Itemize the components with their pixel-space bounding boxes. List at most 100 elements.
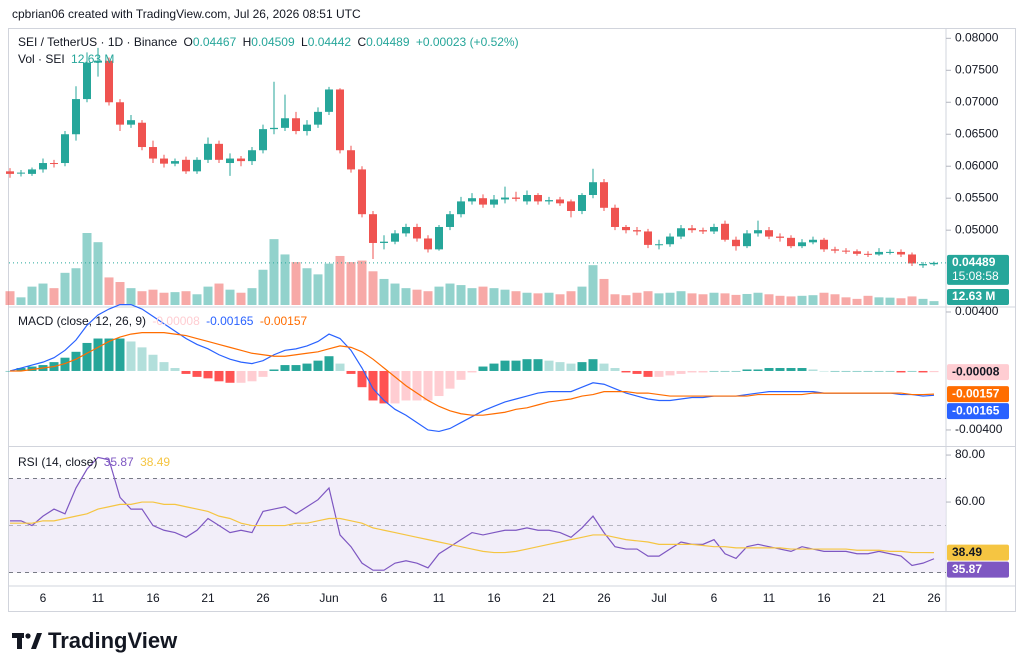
candle-body: [193, 159, 201, 172]
histogram-bar: [687, 370, 697, 373]
histogram-bar: [896, 370, 906, 373]
brand-name: TradingView: [48, 628, 178, 653]
change: +0.00023 (+0.52%): [415, 35, 519, 49]
volume-bar: [797, 295, 807, 305]
histogram-bar: [753, 369, 763, 371]
volume-bar: [423, 291, 433, 305]
candle-body: [358, 169, 366, 215]
volume-bar: [566, 291, 576, 305]
histogram-bar: [247, 370, 257, 382]
histogram-bar: [621, 370, 631, 373]
x-tick-label: 26: [256, 591, 270, 605]
histogram-bar: [324, 356, 334, 371]
histogram-bar: [610, 368, 620, 371]
candle-body: [237, 158, 245, 162]
candle-body: [864, 253, 872, 255]
histogram-bar: [335, 363, 345, 371]
ohlc-value: 0.04442: [307, 35, 352, 49]
volume-bar: [203, 286, 213, 305]
candle-body: [908, 254, 916, 264]
rsi-band: [9, 478, 946, 573]
macd-legend: MACD (close, 12, 26, 9) -0.00008 -0.0016…: [18, 314, 310, 328]
volume-bar: [280, 254, 290, 305]
candle-body: [787, 237, 795, 247]
histogram-bar: [786, 368, 796, 371]
x-tick-label: 26: [927, 591, 941, 605]
histogram-bar: [225, 370, 235, 383]
histogram-bar: [346, 370, 356, 374]
volume-bar: [49, 288, 59, 305]
ohlc-value: 0.04509: [251, 35, 295, 49]
candle-body: [677, 228, 685, 237]
volume-bar: [159, 292, 169, 305]
countdown-label: 15:08:58: [952, 269, 999, 283]
volume-bar: [819, 292, 829, 305]
histogram-bar: [434, 370, 444, 397]
histogram-bar: [841, 370, 851, 372]
volume-bar: [313, 274, 323, 305]
histogram-bar: [797, 368, 807, 371]
candle-body: [435, 226, 443, 250]
candle-body: [556, 199, 564, 204]
macd-value: -0.00165: [206, 314, 254, 328]
histogram-bar: [863, 370, 873, 372]
rsi-ma-value: 38.49: [140, 455, 171, 469]
candle-body: [776, 236, 784, 238]
candle-body: [644, 231, 652, 245]
volume-bar: [698, 294, 708, 305]
histogram-bar: [555, 362, 565, 371]
x-tick-label: 11: [92, 591, 105, 605]
volume-bar: [742, 293, 752, 305]
candle-body: [809, 239, 817, 243]
volume-bar: [522, 292, 532, 305]
histogram-bar: [27, 366, 37, 371]
volume-bar: [786, 296, 796, 305]
candle-body: [369, 214, 377, 243]
candle-body: [182, 159, 190, 172]
histogram-bar: [104, 338, 114, 371]
histogram-bar: [907, 370, 917, 372]
candle-body: [611, 207, 619, 227]
x-tick-label: 6: [381, 591, 388, 605]
histogram-bar: [544, 360, 554, 371]
candle-body: [347, 150, 355, 170]
histogram-bar: [654, 370, 664, 377]
volume-bar: [181, 291, 191, 305]
volume-bar: [456, 285, 466, 305]
candle-body: [721, 223, 729, 240]
candle-body: [457, 201, 465, 215]
x-tick-label: 21: [542, 591, 556, 605]
volume-bar: [16, 297, 26, 305]
histogram-bar: [148, 354, 158, 371]
y-tick-label: -0.00400: [955, 422, 1003, 436]
candle-body: [149, 147, 157, 159]
histogram-value: -0.00008: [152, 314, 200, 328]
x-tick-label: 16: [487, 591, 501, 605]
x-tick-label: 16: [146, 591, 160, 605]
histogram-bar: [82, 342, 92, 371]
histogram-bar: [313, 360, 323, 371]
histogram-bar: [885, 370, 895, 372]
volume-bar: [27, 286, 37, 305]
histogram-bar: [170, 368, 180, 371]
brand-logo: [12, 633, 42, 649]
histogram-bar: [775, 368, 785, 371]
volume-bar: [247, 288, 257, 305]
volume-bar: [225, 289, 235, 305]
symbol-title: SEI / TetherUS · 1D · Binance: [18, 35, 178, 49]
last-price-badge-label: 0.04489: [952, 255, 996, 269]
histogram-bar: [390, 370, 400, 404]
histogram-bar: [137, 347, 147, 371]
candle-body: [710, 226, 718, 232]
y-tick-label: 0.05500: [955, 190, 999, 204]
volume-bar: [676, 291, 686, 305]
volume-bar: [71, 268, 81, 305]
volume-bar: [775, 295, 785, 305]
candle-body: [479, 198, 487, 205]
candle-body: [853, 251, 861, 254]
y-tick-label: 60.00: [955, 494, 985, 508]
candle-body: [127, 120, 135, 125]
volume-bar: [863, 295, 873, 305]
candle-body: [897, 251, 905, 255]
